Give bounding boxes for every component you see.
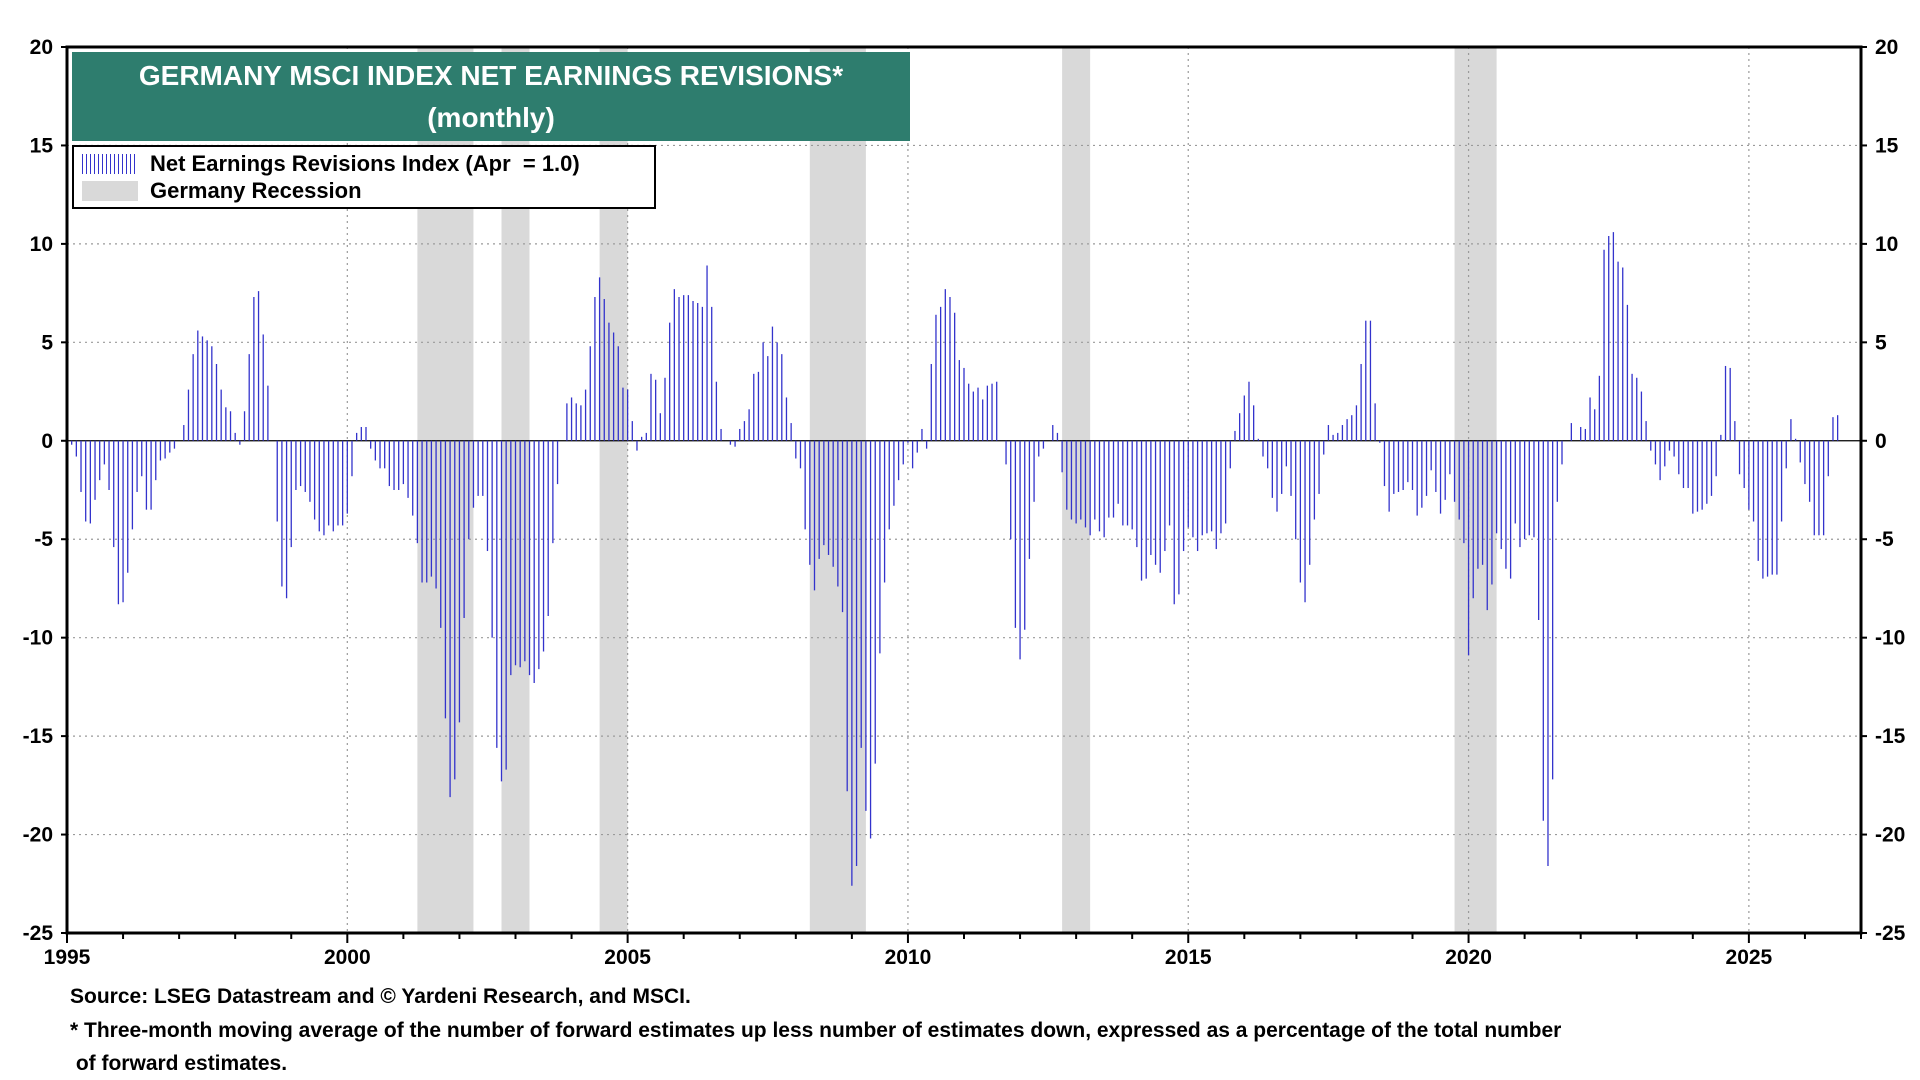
ytick-label-right-15: 15 <box>1875 134 1899 157</box>
ytick-label-right--5: -5 <box>1875 528 1894 551</box>
ytick-label-right-20: 20 <box>1875 36 1898 59</box>
xtick-label-2020: 2020 <box>1445 946 1492 969</box>
recession-band-5 <box>1454 47 1497 933</box>
legend-item-recession: Germany Recession <box>82 178 362 204</box>
ytick-label-left-0: 0 <box>41 430 53 453</box>
ytick-label-left--25: -25 <box>23 922 54 945</box>
ytick-label-right--20: -20 <box>1875 824 1905 847</box>
legend-label-net-earnings: Net Earnings Revisions Index (Apr = 1.0) <box>150 151 580 176</box>
ytick-label-right--25: -25 <box>1875 922 1906 945</box>
footnote-definition: * Three-month moving average of the numb… <box>70 1019 1562 1042</box>
ytick-label-right--10: -10 <box>1875 627 1905 650</box>
chart-title-box: GERMANY MSCI INDEX NET EARNINGS REVISION… <box>72 52 910 141</box>
ytick-label-left-10: 10 <box>30 233 53 256</box>
gridlines <box>67 47 1861 933</box>
ytick-label-right-0: 0 <box>1875 430 1887 453</box>
xtick-label-2000: 2000 <box>324 946 371 969</box>
ytick-label-left-15: 15 <box>30 134 54 157</box>
ytick-label-left--20: -20 <box>23 824 53 847</box>
legend: Net Earnings Revisions Index (Apr = 1.0)… <box>72 145 656 209</box>
footnote-source: Source: LSEG Datastream and © Yardeni Re… <box>70 985 691 1008</box>
chart-subtitle: (monthly) <box>427 102 555 133</box>
ytick-label-left-5: 5 <box>41 331 53 354</box>
chart-title: GERMANY MSCI INDEX NET EARNINGS REVISION… <box>138 60 844 91</box>
legend-swatch-recession <box>82 181 138 201</box>
xtick-label-2025: 2025 <box>1726 946 1773 969</box>
legend-swatch-bars <box>82 154 138 174</box>
ytick-label-right-10: 10 <box>1875 233 1898 256</box>
axis-ticks <box>61 46 1867 943</box>
xtick-label-1995: 1995 <box>44 946 91 969</box>
legend-item-net-earnings: Net Earnings Revisions Index (Apr = 1.0) <box>82 151 580 177</box>
xtick-label-2005: 2005 <box>604 946 651 969</box>
ytick-label-left-20: 20 <box>30 36 53 59</box>
legend-label-recession: Germany Recession <box>150 178 362 203</box>
bars-series-net-earnings-revisions <box>66 232 1839 886</box>
ytick-label-left--10: -10 <box>23 627 53 650</box>
ytick-label-left--5: -5 <box>34 528 53 551</box>
ytick-label-right-5: 5 <box>1875 331 1887 354</box>
xtick-label-2010: 2010 <box>885 946 932 969</box>
ytick-label-left--15: -15 <box>23 725 54 748</box>
xtick-label-2015: 2015 <box>1165 946 1212 969</box>
ytick-label-right--15: -15 <box>1875 725 1906 748</box>
footnote-definition-continued: of forward estimates. <box>70 1052 288 1075</box>
